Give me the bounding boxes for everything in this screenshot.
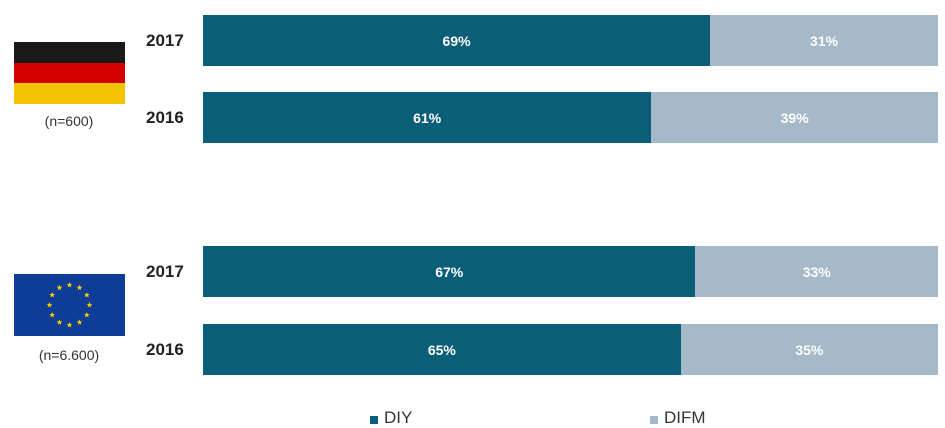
star-icon: [56, 284, 63, 291]
data-label: 31%: [810, 32, 839, 49]
legend-label-diy: DIY: [384, 408, 413, 427]
star-icon: [83, 292, 90, 298]
legend-label-difm: DIFM: [664, 408, 706, 427]
year-label: 2017: [146, 31, 184, 50]
eu-flag-icon: [14, 274, 125, 336]
bar-row-germany-2017: 69% 31%: [203, 15, 938, 66]
sample-size-label-germany: (n=600): [44, 113, 94, 129]
star-icon: [76, 319, 83, 325]
bar-segment-diy: 69%: [203, 15, 711, 66]
legend-swatch-difm: [650, 416, 658, 424]
data-label: 69%: [442, 32, 471, 49]
data-label: 65%: [427, 341, 456, 358]
star-icon: [46, 302, 53, 308]
year-label: 2016: [146, 108, 184, 127]
legend-item-diy: DIY: [370, 408, 412, 428]
bar-segment-difm: 35%: [680, 324, 938, 375]
bar-segment-diy: 61%: [203, 92, 652, 143]
bar-segment-difm: 39%: [651, 92, 938, 143]
star-icon: [49, 292, 56, 298]
data-label: 33%: [802, 263, 831, 280]
star-icon: [86, 302, 93, 308]
germany-flag-icon: [14, 42, 125, 104]
data-label: 61%: [413, 109, 442, 126]
bar-row-eu-2017: 67% 33%: [203, 246, 938, 297]
legend-swatch-diy: [370, 416, 378, 424]
star-icon: [66, 282, 73, 288]
bar-row-germany-2016: 61% 39%: [203, 92, 938, 143]
year-label: 2017: [146, 262, 184, 281]
bar-segment-diy: 67%: [203, 246, 696, 297]
star-icon: [56, 319, 63, 325]
legend-item-difm: DIFM: [650, 408, 706, 428]
data-label: 67%: [435, 263, 464, 280]
sample-size-label-eu: (n=6.600): [38, 347, 100, 363]
star-icon: [83, 312, 90, 318]
star-icon: [49, 312, 56, 318]
data-label: 39%: [780, 109, 809, 126]
data-label: 35%: [795, 341, 824, 358]
year-label: 2016: [146, 340, 184, 359]
bar-segment-difm: 33%: [695, 246, 938, 297]
bar-segment-difm: 31%: [710, 15, 938, 66]
bar-segment-diy: 65%: [203, 324, 681, 375]
star-icon: [66, 322, 73, 328]
bar-row-eu-2016: 65% 35%: [203, 324, 938, 375]
legend: DIY DIFM: [0, 408, 945, 428]
star-icon: [76, 284, 83, 291]
